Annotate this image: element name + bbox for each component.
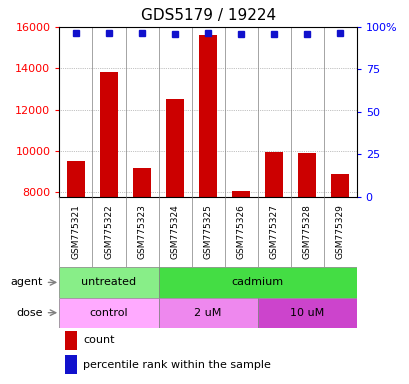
Bar — [158, 267, 356, 298]
Text: GSM775325: GSM775325 — [203, 204, 212, 259]
Text: GSM775324: GSM775324 — [170, 205, 179, 259]
Text: dose: dose — [16, 308, 43, 318]
Bar — [257, 298, 356, 328]
Text: 10 uM: 10 uM — [289, 308, 324, 318]
Title: GDS5179 / 19224: GDS5179 / 19224 — [140, 8, 275, 23]
Text: GSM775328: GSM775328 — [302, 204, 311, 259]
Text: untreated: untreated — [81, 277, 136, 287]
Bar — [158, 298, 257, 328]
Bar — [65, 356, 77, 374]
Text: count: count — [83, 336, 115, 346]
Bar — [65, 331, 77, 350]
Bar — [133, 167, 151, 197]
Bar — [59, 267, 158, 298]
Bar — [330, 174, 348, 197]
Text: GSM775323: GSM775323 — [137, 204, 146, 259]
Bar — [59, 298, 158, 328]
Text: GSM775321: GSM775321 — [71, 204, 80, 259]
Bar — [198, 35, 217, 197]
Text: GSM775322: GSM775322 — [104, 205, 113, 259]
Text: percentile rank within the sample: percentile rank within the sample — [83, 360, 270, 370]
Bar — [166, 99, 184, 197]
Text: GSM775326: GSM775326 — [236, 204, 245, 259]
Text: cadmium: cadmium — [231, 277, 283, 287]
Text: GSM775329: GSM775329 — [335, 204, 344, 259]
Text: agent: agent — [11, 277, 43, 287]
Text: 2 uM: 2 uM — [194, 308, 221, 318]
Bar — [67, 161, 85, 197]
Bar — [231, 191, 249, 197]
Text: control: control — [90, 308, 128, 318]
Text: GSM775327: GSM775327 — [269, 204, 278, 259]
Bar — [100, 73, 118, 197]
Bar — [297, 153, 315, 197]
Bar — [264, 152, 283, 197]
